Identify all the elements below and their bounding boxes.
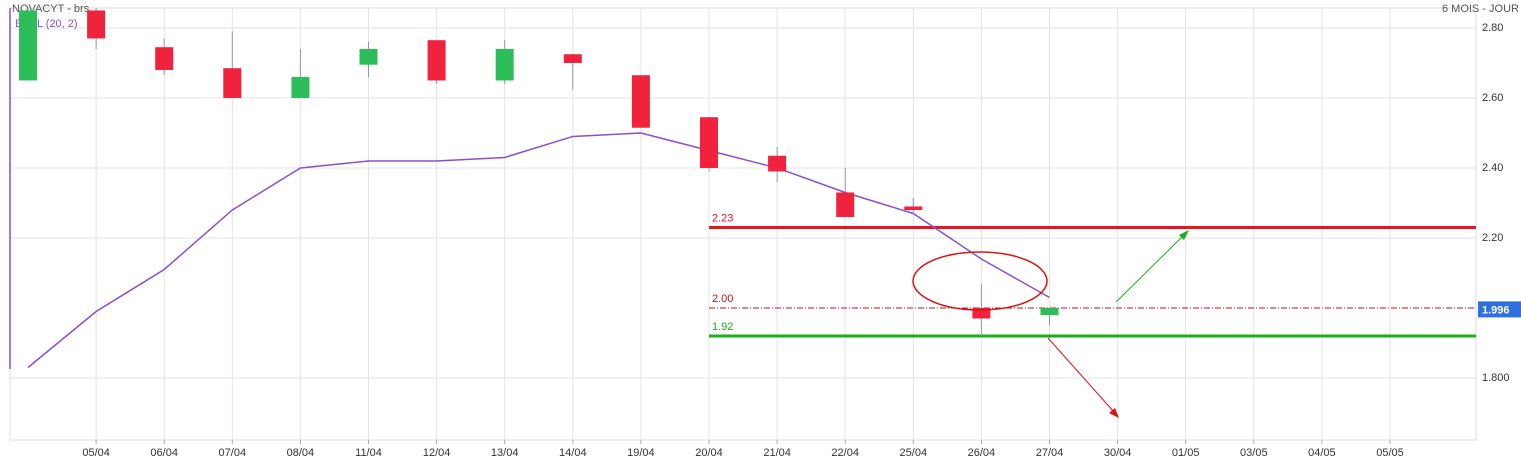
level-label: 1.92	[712, 321, 733, 333]
candle-body	[87, 10, 106, 39]
x-tick-label: 25/04	[900, 447, 928, 459]
x-tick-label: 11/04	[355, 447, 382, 459]
level-label: 2.00	[712, 293, 733, 305]
candle-body	[359, 48, 378, 65]
period-label: 6 MOIS - JOUR	[1442, 3, 1519, 15]
last-price-label: 1.996	[1482, 304, 1510, 316]
x-tick-label: 05/05	[1376, 447, 1404, 459]
candle-body	[495, 48, 514, 81]
x-tick-label: 12/04	[423, 447, 451, 459]
x-tick-label: 27/04	[1036, 447, 1064, 459]
x-tick-label: 07/04	[219, 447, 247, 459]
x-tick-label: 13/04	[491, 447, 519, 459]
x-tick-label: 21/04	[763, 447, 791, 459]
candle-body	[223, 68, 242, 98]
y-tick-label: 2.80	[1482, 22, 1503, 34]
y-tick-label: 1.800	[1482, 372, 1510, 384]
highlight-ellipse	[912, 251, 1048, 311]
y-tick-label: 2.60	[1482, 92, 1503, 104]
level-label: 2.23	[712, 212, 733, 224]
y-tick-label: 2.40	[1482, 162, 1503, 174]
down-arrow	[1047, 337, 1115, 413]
candle-body	[972, 307, 991, 319]
plot-layer: 05/04 06/04 07/04 08/04 11/04 12/04 13/04 14/04…	[10, 8, 1521, 459]
candle-body	[427, 40, 446, 81]
last-price-box	[1478, 301, 1521, 318]
x-tick-label: 03/05	[1240, 447, 1268, 459]
candle-body	[291, 76, 310, 98]
candle-body	[700, 117, 718, 168]
candle-body	[836, 192, 855, 217]
y-tick-label: 2.20	[1482, 232, 1503, 244]
x-tick-label: 26/04	[968, 447, 996, 459]
x-tick-label: 22/04	[831, 447, 859, 459]
x-tick-label: 05/04	[82, 447, 110, 459]
candle-body	[904, 206, 923, 210]
candle-body	[155, 47, 174, 70]
x-tick-label: 06/04	[150, 447, 178, 459]
candle-body	[1040, 307, 1059, 315]
candle-body	[631, 75, 650, 128]
x-tick-label: 01/05	[1172, 447, 1200, 459]
candle-body	[768, 155, 787, 172]
down-arrowhead	[1109, 408, 1119, 418]
candle-body	[19, 10, 37, 81]
x-tick-label: 20/04	[695, 447, 723, 459]
x-tick-label: 14/04	[559, 447, 587, 459]
x-tick-label: 30/04	[1104, 447, 1132, 459]
x-tick-label: 04/05	[1308, 447, 1336, 459]
candle-body	[563, 54, 582, 63]
up-arrow	[1115, 235, 1184, 303]
x-tick-label: 08/04	[287, 447, 315, 459]
up-arrowhead	[1179, 230, 1189, 240]
overlay-line	[27, 132, 1050, 369]
x-tick-label: 19/04	[627, 447, 655, 459]
